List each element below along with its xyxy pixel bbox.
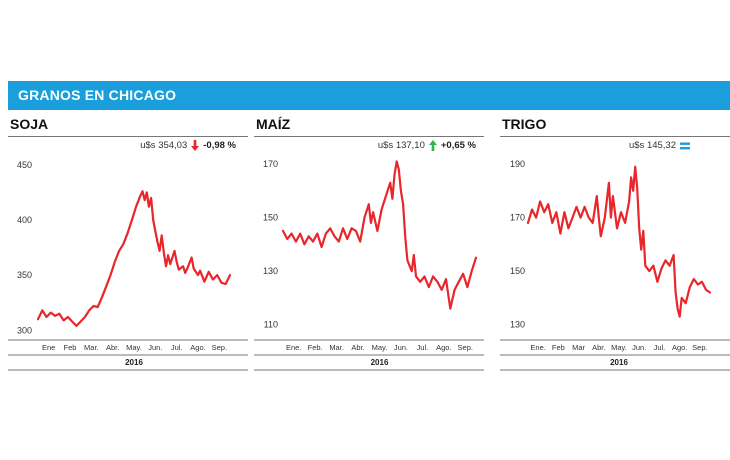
price-quote: u$s 137,10 +0,65 % — [378, 140, 476, 151]
y-tick-label: 110 — [264, 320, 278, 330]
panel-title: TRIGO — [502, 116, 547, 132]
x-tick-label: Sep. — [212, 343, 227, 352]
price-value: u$s 137,10 — [377, 140, 425, 151]
x-tick-label: Ago. — [436, 343, 451, 352]
y-tick-label: 300 — [17, 325, 32, 335]
x-tick-label: Mar. — [84, 343, 99, 352]
x-tick-label: May. — [611, 343, 627, 352]
y-tick-label: 170 — [510, 213, 525, 223]
title-divider — [500, 136, 730, 137]
x-tick-label: Abr. — [592, 343, 605, 352]
equals-icon — [680, 142, 690, 149]
chart-panel-maiz: MAÍZ u$s 137,10 +0,65 % 110 130 150 170 Ene.… — [254, 113, 484, 373]
page-title: GRANOS EN CHICAGO — [18, 87, 177, 103]
x-tick-label: Jun. — [394, 343, 408, 352]
price-value: u$s 145,32 — [628, 140, 676, 151]
line-chart-trigo: 130 150 170 190 Ene. Feb Mar Abr. May. Jun. Jul. Ag… — [500, 159, 730, 371]
price-quote: u$s 145,32 — [629, 140, 694, 151]
x-tick-label: Feb — [552, 343, 565, 352]
arrow-down-icon — [191, 140, 200, 151]
chart-panel-trigo: TRIGO u$s 145,32 130 150 170 190 Ene. Feb Mar A… — [500, 113, 730, 373]
x-tick-label: Jun. — [148, 343, 162, 352]
x-tick-label: Abr. — [106, 343, 119, 352]
x-tick-label: Jun. — [632, 343, 646, 352]
x-tick-label: Sep. — [692, 343, 707, 352]
line-chart-soja: 300 350 400 450 Ene Feb Mar. Abr. May. Jun. Jul. Ag… — [8, 160, 248, 371]
x-tick-label: May. — [126, 343, 142, 352]
x-tick-label: Ago. — [190, 343, 205, 352]
x-tick-label: Ene. — [530, 343, 545, 352]
title-divider — [254, 136, 484, 137]
x-tick-label: May. — [372, 343, 388, 352]
y-tick-label: 190 — [510, 159, 525, 169]
x-tick-label: Sep. — [458, 343, 473, 352]
x-tick-label: Feb. — [308, 343, 323, 352]
panel-title: MAÍZ — [256, 116, 291, 132]
title-divider — [8, 136, 248, 137]
x-tick-label: Ene. — [286, 343, 301, 352]
arrow-up-icon — [428, 140, 437, 151]
x-tick-label: Jul. — [654, 343, 666, 352]
series-line-maiz — [281, 160, 478, 310]
year-label: 2016 — [371, 358, 389, 367]
header-banner: GRANOS EN CHICAGO — [8, 81, 730, 110]
x-tick-label: Ene — [42, 343, 55, 352]
price-change: +0,65 % — [440, 140, 476, 151]
x-tick-label: Feb — [64, 343, 77, 352]
y-tick-label: 150 — [510, 266, 525, 276]
year-label: 2016 — [610, 358, 628, 367]
x-tick-label: Abr. — [351, 343, 364, 352]
y-tick-label: 170 — [263, 159, 278, 169]
x-tick-label: Mar — [572, 343, 585, 352]
y-tick-label: 150 — [263, 213, 278, 223]
price-change: -0,98 % — [203, 140, 236, 151]
y-tick-label: 400 — [17, 215, 32, 225]
line-chart-maiz: 110 130 150 170 Ene. Feb. Mar. Abr. May. Jun. Jul.… — [254, 159, 484, 371]
series-line-trigo — [526, 165, 712, 318]
y-tick-label: 350 — [17, 270, 32, 280]
x-tick-label: Ago. — [672, 343, 687, 352]
series-line-soja — [36, 190, 232, 327]
panel-title: SOJA — [10, 116, 49, 132]
x-tick-label: Mar. — [329, 343, 344, 352]
x-tick-label: Jul. — [417, 343, 429, 352]
chart-panel-soja: SOJA u$s 354,03 -0,98 % 300 350 400 450 Ene F… — [8, 113, 248, 373]
y-tick-label: 450 — [17, 160, 32, 170]
x-tick-label: Jul. — [171, 343, 183, 352]
y-tick-label: 130 — [510, 320, 525, 330]
year-label: 2016 — [125, 358, 143, 367]
price-quote: u$s 354,03 -0,98 % — [140, 140, 236, 151]
price-value: u$s 354,03 — [140, 140, 188, 151]
y-tick-label: 130 — [263, 266, 278, 276]
